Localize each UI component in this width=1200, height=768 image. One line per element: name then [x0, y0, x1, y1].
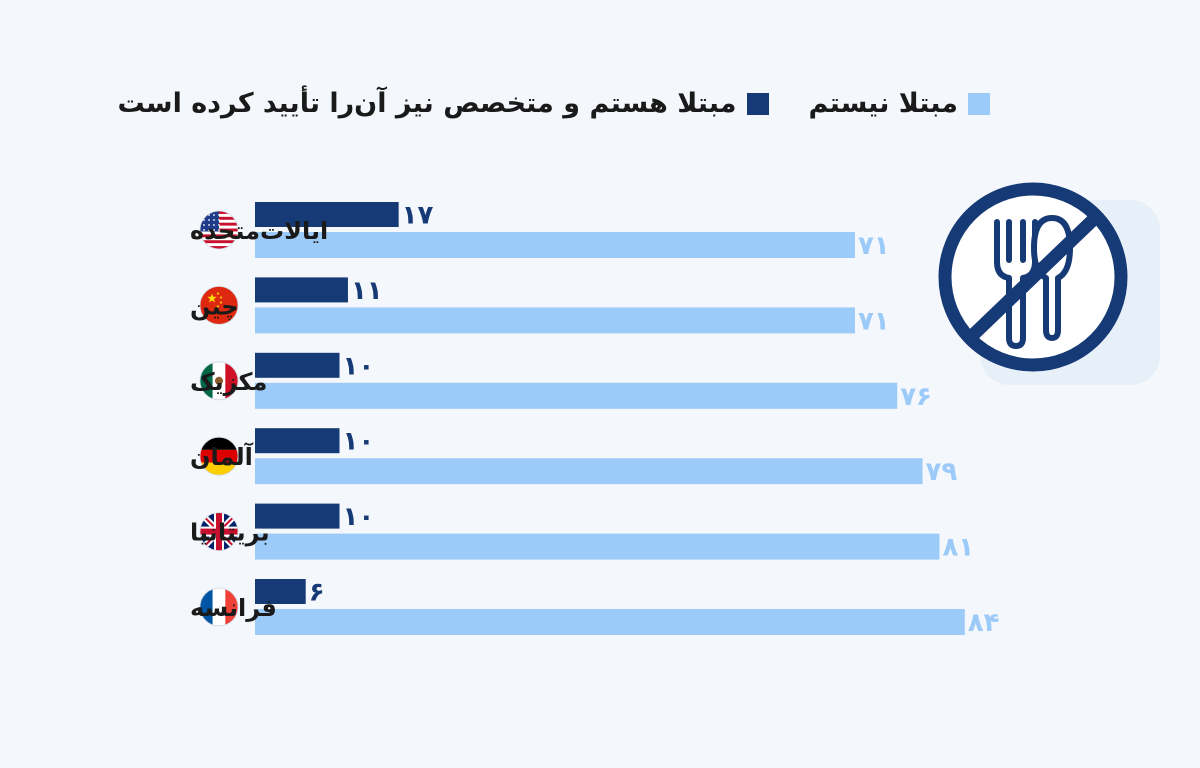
flag-fr-icon — [199, 587, 239, 627]
category-label: چین — [190, 292, 239, 320]
legend-swatch-not-affected — [968, 92, 990, 115]
data-label-not-affected: ۷۶ — [900, 382, 932, 412]
bar-not-affected — [255, 609, 965, 635]
bar-not-affected — [255, 232, 855, 258]
legend-item-affected: مبتلا هستم و متخصص نیز آن‌را تأیید کرده … — [117, 88, 769, 119]
data-label-affected: ۱۰ — [343, 427, 375, 457]
bar-affected — [255, 277, 348, 303]
data-label-not-affected: ۷۱ — [858, 231, 890, 261]
flag-gb-icon — [199, 512, 239, 551]
bar-affected — [255, 352, 340, 378]
bar-affected — [255, 428, 340, 454]
legend-item-not-affected: مبتلا نیستم — [808, 88, 990, 119]
category-label: بریتانیا — [190, 519, 270, 547]
data-label-not-affected: ۸۴ — [968, 608, 1000, 638]
data-label-not-affected: ۷۱ — [858, 306, 890, 336]
bar-not-affected — [255, 533, 940, 560]
data-label-not-affected: ۸۱ — [942, 533, 974, 563]
legend-label-not-affected: مبتلا نیستم — [808, 88, 959, 119]
bar-affected — [255, 579, 306, 604]
legend-label-affected: مبتلا هستم و متخصص نیز آن‌را تأیید کرده … — [117, 88, 737, 119]
flag-mx-icon — [199, 361, 239, 401]
bar-affected — [255, 503, 340, 529]
flag-de-icon — [199, 436, 239, 476]
category-label: مکزیک — [190, 368, 267, 396]
data-label-affected: ۱۰ — [343, 351, 375, 381]
bar-not-affected — [255, 307, 855, 334]
bar-not-affected — [255, 458, 923, 485]
data-label-affected: ۶ — [309, 578, 325, 608]
data-label-affected: ۱۰ — [343, 502, 375, 532]
data-label-affected: ۱۷ — [402, 201, 434, 231]
data-label-not-affected: ۷۹ — [926, 457, 958, 487]
category-label: فرانسه — [190, 594, 277, 622]
bar-affected — [255, 202, 399, 227]
bar-not-affected — [255, 382, 898, 409]
data-label-affected: ۱۱ — [351, 276, 383, 306]
legend: مبتلا نیستم مبتلا هستم و متخصص نیز آن‌را… — [117, 88, 990, 119]
category-label: آلمان — [190, 442, 254, 471]
no-food-icon — [938, 182, 1160, 385]
legend-swatch-affected — [746, 92, 769, 115]
category-label: ایالات‌متحده — [190, 217, 328, 245]
flag-cn-icon — [199, 285, 239, 325]
